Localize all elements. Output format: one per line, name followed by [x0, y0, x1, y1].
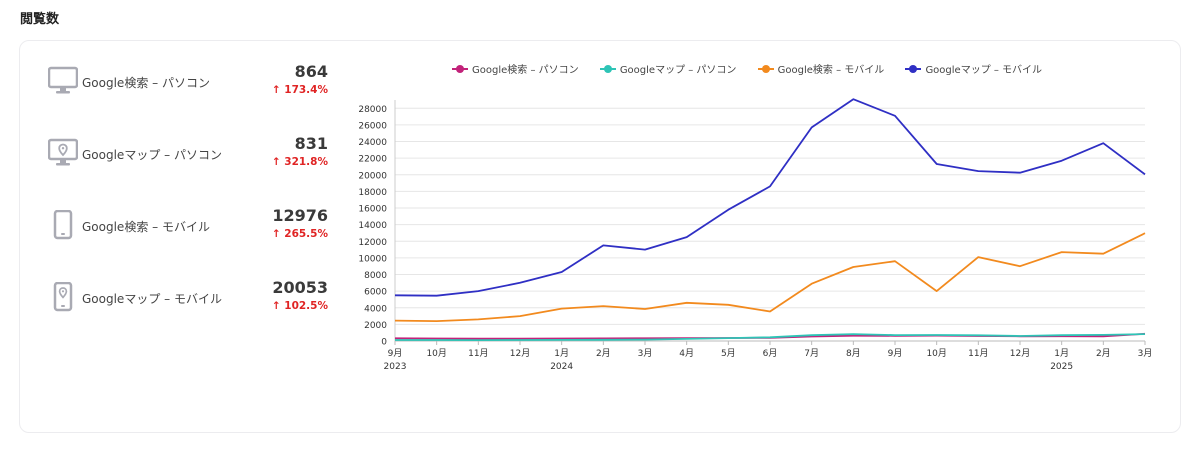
y-tick-label: 10000 [358, 254, 387, 264]
x-year-label: 2024 [550, 362, 573, 372]
desktop-icon [47, 66, 79, 100]
y-tick-label: 12000 [358, 238, 387, 248]
metric-change: ↑ 173.4% [271, 84, 328, 96]
y-tick-label: 18000 [358, 188, 387, 198]
x-tick-label: 1月 [554, 348, 569, 359]
series-line-1 [395, 333, 1146, 342]
legend-item-search-desktop[interactable]: Google検索 – パソコン [452, 61, 579, 76]
x-year-label: 2025 [1050, 362, 1073, 372]
legend-item-maps-mobile[interactable]: Googleマップ – モバイル [905, 61, 1042, 76]
x-tick-label: 1月 [1054, 348, 1069, 359]
x-tick-label: 9月 [388, 348, 403, 359]
metric-value: 864 [294, 62, 328, 81]
legend-item-maps-desktop[interactable]: Googleマップ – パソコン [599, 61, 737, 76]
y-tick-label: 6000 [364, 288, 387, 298]
metric-change: ↑ 102.5% [271, 300, 328, 312]
metric-change: ↑ 265.5% [271, 228, 328, 240]
y-tick-label: 2000 [364, 321, 387, 331]
x-tick-label: 6月 [763, 348, 778, 359]
x-tick-label: 2月 [596, 348, 611, 359]
x-tick-label: 9月 [888, 348, 903, 359]
y-tick-label: 20000 [358, 171, 387, 181]
x-tick-label: 11月 [468, 348, 488, 359]
y-tick-label: 0 [381, 338, 387, 348]
legend-marker [452, 64, 468, 73]
y-tick-label: 22000 [358, 155, 387, 165]
legend-label: Googleマップ – パソコン [619, 65, 737, 76]
series-line-2 [394, 232, 1146, 323]
metric-search-desktop: Google検索 – パソコン 864 ↑ 173.4% [47, 62, 328, 106]
views-card: Google検索 – パソコン 864 ↑ 173.4% Googleマップ –… [19, 40, 1181, 433]
y-tick-label: 14000 [358, 221, 387, 231]
x-tick-label: 5月 [721, 348, 736, 359]
legend-marker [757, 64, 774, 73]
smartphone-map-pin-icon [48, 281, 78, 316]
legend-label: Google検索 – モバイル [777, 65, 885, 76]
x-tick-label: 8月 [846, 348, 861, 359]
x-tick-label: 3月 [1138, 348, 1153, 359]
x-tick-label: 2月 [1096, 348, 1111, 359]
metric-maps-mobile: Googleマップ – モバイル 20053 ↑ 102.5% [48, 278, 328, 322]
legend-label: Googleマップ – モバイル [925, 65, 1043, 76]
smartphone-icon [48, 209, 78, 244]
metric-maps-desktop: Googleマップ – パソコン 831 ↑ 321.8% [47, 134, 328, 178]
metric-change: ↑ 321.8% [271, 156, 328, 168]
y-tick-label: 8000 [364, 271, 387, 281]
metric-value: 831 [294, 134, 328, 153]
metric-search-mobile: Google検索 – モバイル 12976 ↑ 265.5% [48, 206, 328, 250]
metric-value: 20053 [272, 278, 328, 297]
metric-value: 12976 [272, 206, 328, 225]
y-tick-label: 4000 [364, 304, 387, 314]
metric-label: Google検索 – モバイル [82, 220, 210, 234]
chart-legend: Google検索 – パソコン Googleマップ – パソコン Google検… [452, 61, 1060, 77]
x-tick-label: 3月 [638, 348, 653, 359]
desktop-map-pin-icon [47, 138, 79, 172]
legend-item-search-mobile[interactable]: Google検索 – モバイル [757, 61, 885, 76]
x-tick-label: 12月 [510, 348, 530, 359]
x-tick-label: 12月 [1010, 348, 1030, 359]
metric-label: Google検索 – パソコン [82, 76, 210, 90]
x-tick-label: 11月 [968, 348, 988, 359]
x-tick-label: 10月 [926, 348, 946, 359]
metric-label: Googleマップ – パソコン [82, 148, 222, 162]
series-line-3 [394, 98, 1146, 297]
x-tick-label: 10月 [426, 348, 446, 359]
x-tick-label: 7月 [804, 348, 819, 359]
metric-label: Googleマップ – モバイル [82, 292, 222, 306]
x-year-label: 2023 [384, 362, 407, 372]
y-tick-label: 26000 [358, 121, 387, 131]
y-tick-label: 24000 [358, 138, 387, 148]
x-tick-label: 4月 [679, 348, 694, 359]
y-tick-label: 16000 [358, 205, 387, 215]
legend-label: Google検索 – パソコン [472, 65, 579, 76]
legend-marker [905, 64, 922, 73]
legend-marker [599, 64, 616, 73]
y-tick-label: 28000 [358, 105, 387, 115]
views-line-chart: 0 2000 4000 6000 8000 10000 12000 14000 16000 180… [358, 98, 1153, 372]
page-title: 閲覧数 [20, 12, 60, 27]
